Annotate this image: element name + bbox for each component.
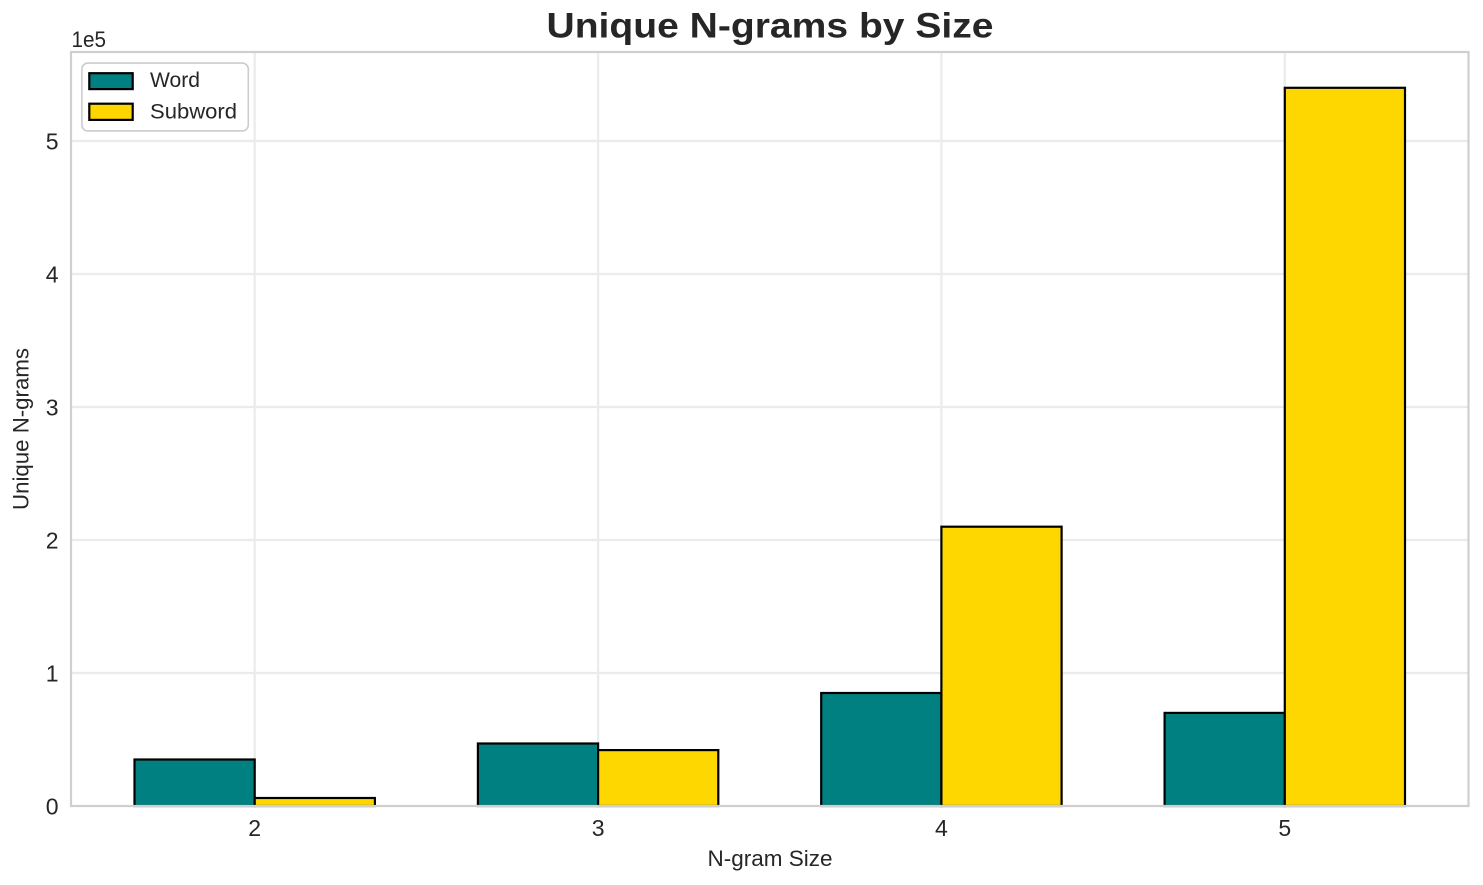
svg-text:Unique N-grams: Unique N-grams (9, 348, 34, 510)
svg-text:Unique N-grams by Size: Unique N-grams by Size (547, 7, 994, 46)
svg-text:2: 2 (46, 527, 59, 553)
svg-text:3: 3 (46, 394, 59, 420)
svg-text:4: 4 (46, 261, 59, 287)
svg-text:4: 4 (935, 815, 948, 841)
svg-text:2: 2 (248, 815, 261, 841)
svg-text:Subword: Subword (150, 100, 237, 123)
svg-text:5: 5 (46, 128, 59, 154)
svg-text:3: 3 (592, 815, 605, 841)
svg-text:1: 1 (46, 660, 59, 686)
svg-text:5: 5 (1278, 815, 1291, 841)
svg-text:N-gram Size: N-gram Size (708, 846, 833, 871)
svg-text:1e5: 1e5 (72, 27, 107, 52)
svg-text:0: 0 (46, 793, 59, 819)
svg-text:Word: Word (150, 69, 200, 92)
